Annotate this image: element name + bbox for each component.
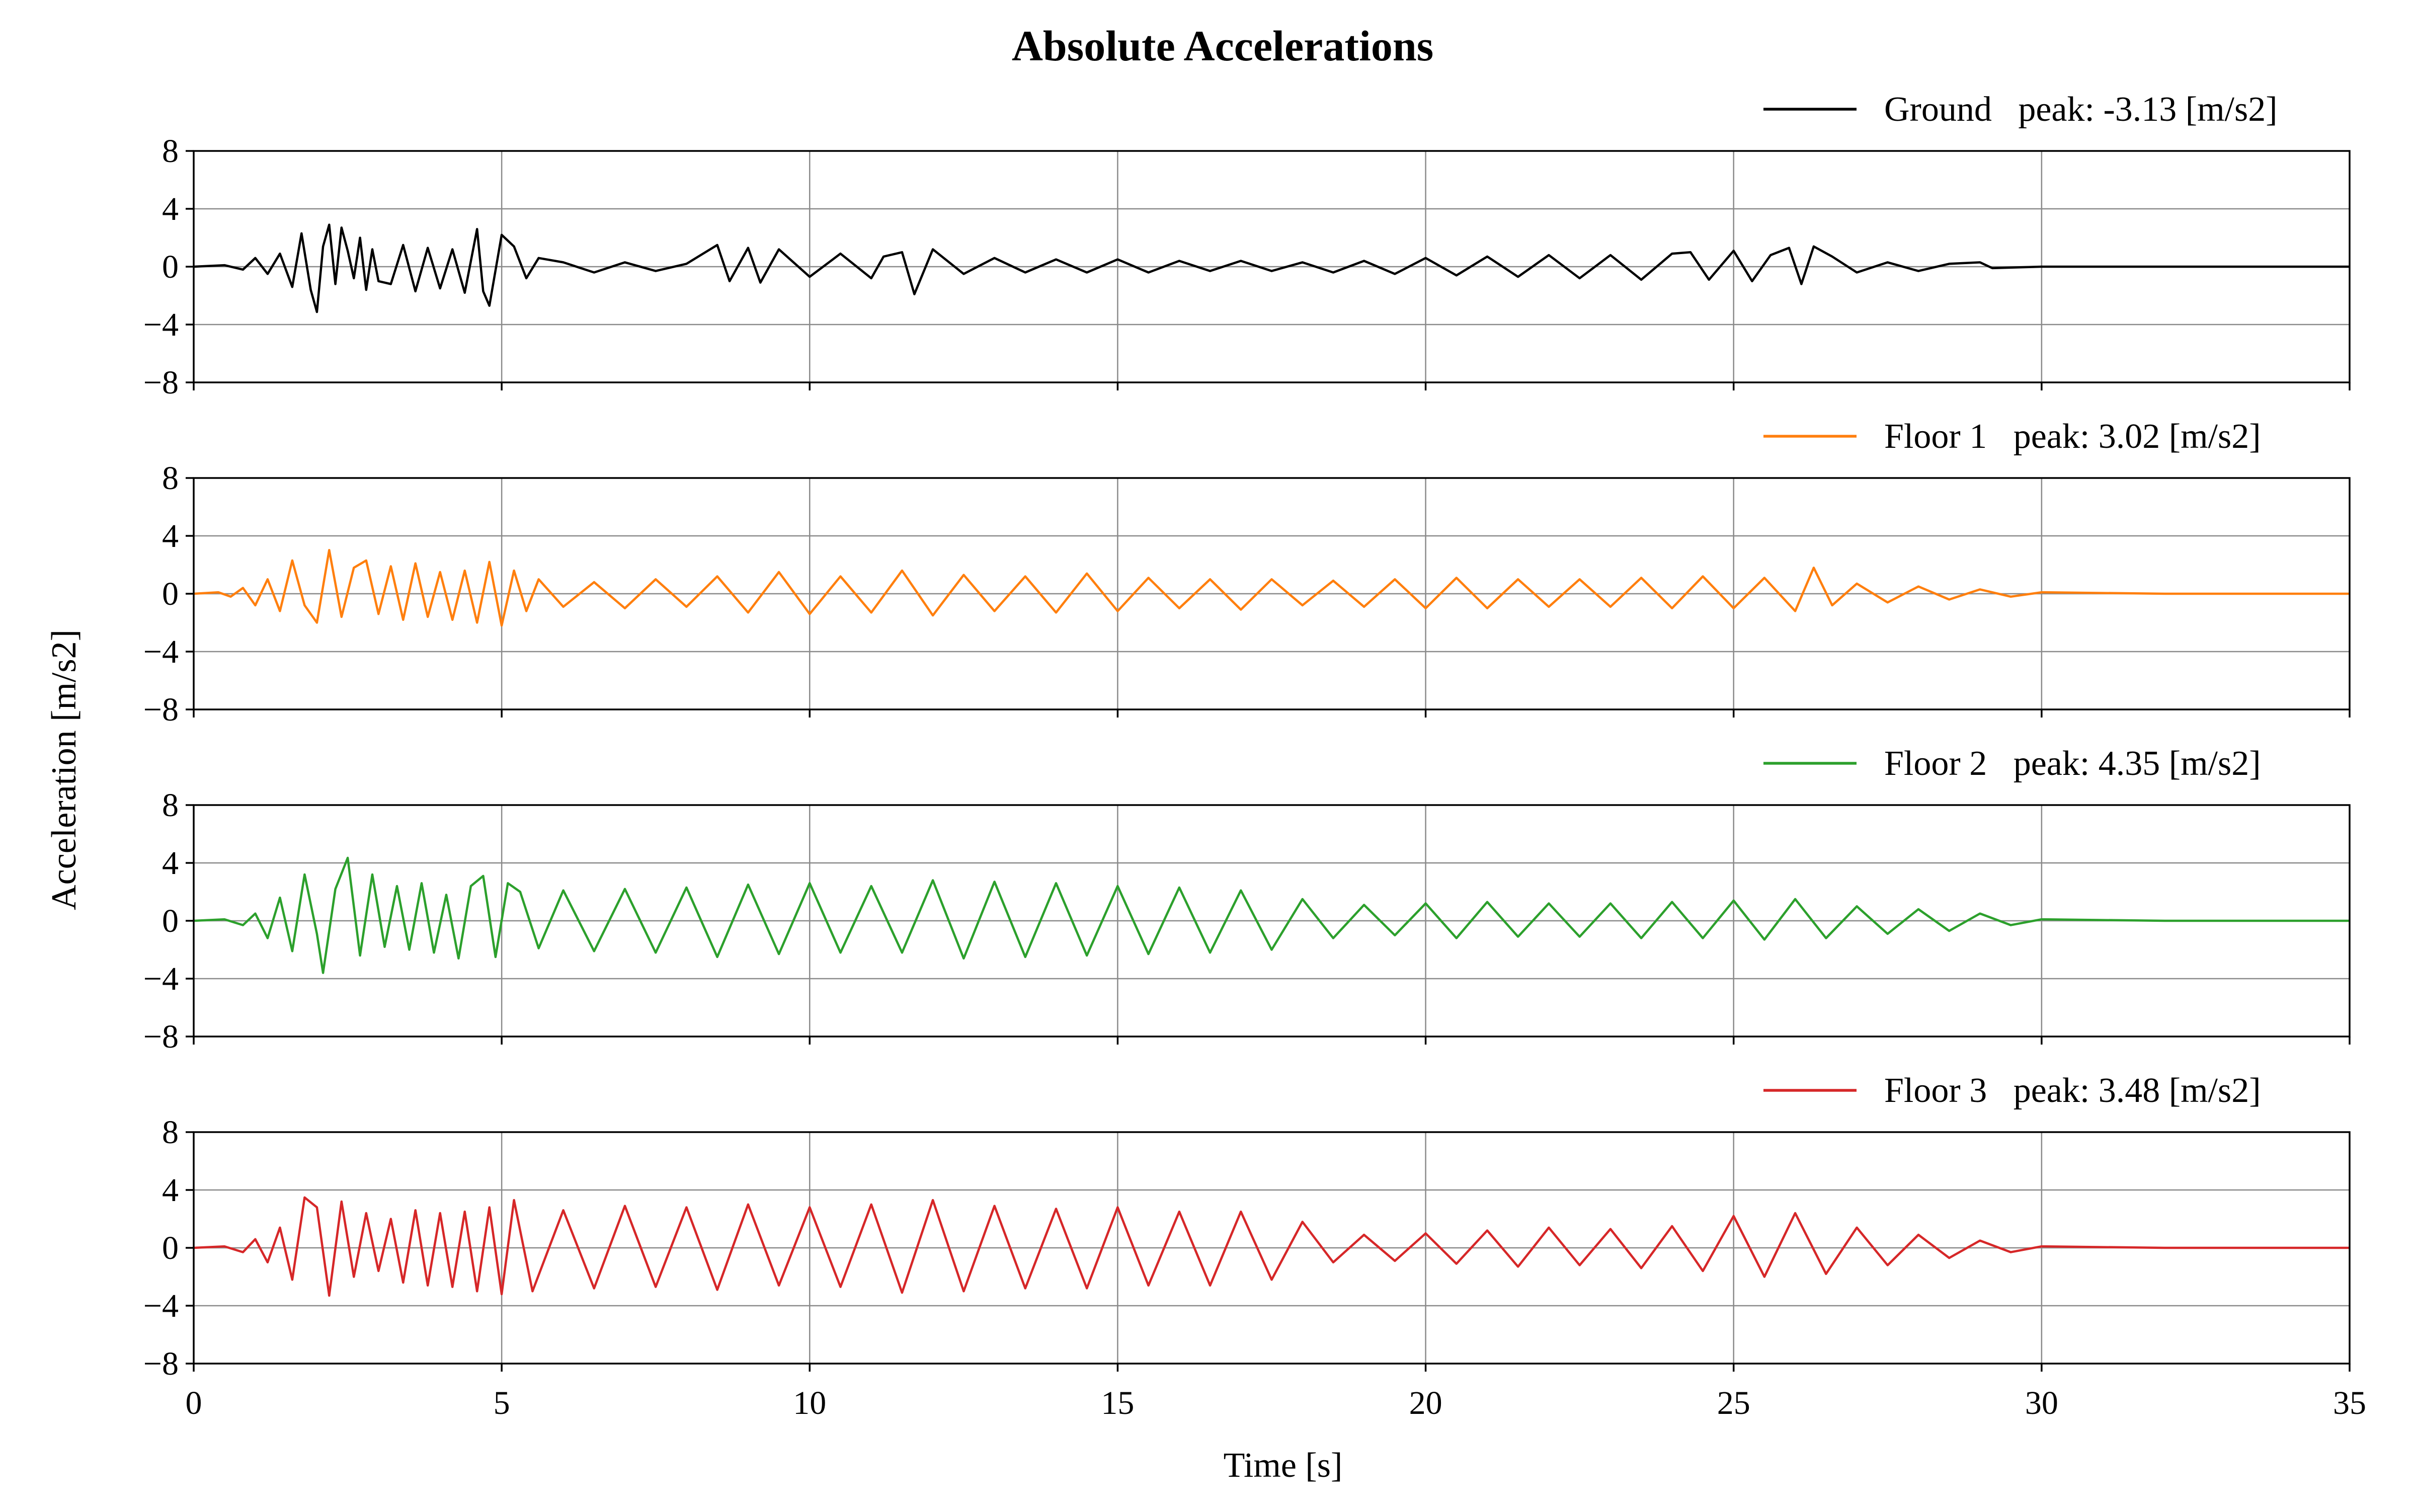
y-tick-label: −8: [143, 1018, 179, 1055]
x-tick-label: 10: [793, 1385, 826, 1421]
y-tick-label: −8: [143, 1345, 179, 1382]
series-line-4: [193, 1196, 2350, 1297]
y-tick-label: 0: [162, 1230, 179, 1266]
y-tick-label: 8: [162, 460, 179, 497]
y-tick-label: −8: [143, 691, 179, 728]
y-tick-label: 0: [162, 576, 179, 612]
series-line-3: [193, 856, 2350, 974]
x-tick-label: 35: [2333, 1385, 2366, 1421]
y-tick-label: 0: [162, 249, 179, 285]
legend-label: Floor 3 peak: 3.48 [m/s2]: [1884, 1071, 2261, 1110]
subplot-2: −8 −4 0 4 8 Floor 1 peak: 3.02 [m/s2]: [143, 417, 2351, 728]
legend-label: Ground peak: -3.13 [m/s2]: [1884, 90, 2278, 129]
x-tick-label: 25: [1717, 1385, 1750, 1421]
y-tick-label: 8: [162, 1114, 179, 1151]
subplot-3: −8 −4 0 4 8 Floor 2 peak: 4.35 [m/s2]: [143, 744, 2351, 1055]
legend-4: Floor 3 peak: 3.48 [m/s2]: [1763, 1071, 2261, 1110]
legend-3: Floor 2 peak: 4.35 [m/s2]: [1763, 744, 2261, 783]
series-line-2: [193, 548, 2350, 627]
subplot-1: −8 −4 0 4 8 Ground peak: -3.13 [m/s2]: [143, 90, 2351, 401]
y-tick-label: 4: [162, 191, 179, 227]
y-tick-label: 4: [162, 518, 179, 554]
chart-title: Absolute Accelerations: [1012, 22, 1433, 70]
y-tick-label: −4: [143, 633, 179, 670]
y-tick-label: 0: [162, 903, 179, 939]
y-tick-label: 4: [162, 845, 179, 882]
y-tick-label: −4: [143, 1288, 179, 1324]
y-axis-label: Acceleration [m/s2]: [45, 629, 84, 910]
x-tick-label: 30: [2025, 1385, 2058, 1421]
x-axis-label: Time [s]: [1224, 1446, 1343, 1485]
legend-label: Floor 1 peak: 3.02 [m/s2]: [1884, 417, 2261, 456]
legend-2: Floor 1 peak: 3.02 [m/s2]: [1763, 417, 2261, 456]
y-tick-label: −4: [143, 306, 179, 343]
series-line-1: [193, 223, 2350, 313]
y-tick-label: 8: [162, 133, 179, 170]
y-tick-label: −8: [143, 364, 179, 401]
y-tick-label: 8: [162, 787, 179, 824]
subplot-4: −8 −4 0 4 8 0 5 10 15 20 25 30 35 Floor 3 peak: 3.48 …: [143, 1071, 2366, 1421]
legend-1: Ground peak: -3.13 [m/s2]: [1763, 90, 2278, 129]
x-tick-label: 15: [1101, 1385, 1134, 1421]
subplot-panels: −8 −4 0 4 8 Ground peak: -3.13 [m/s2] −8 −4 0 4 8 F…: [143, 90, 2366, 1421]
legend-label: Floor 2 peak: 4.35 [m/s2]: [1884, 744, 2261, 783]
x-tick-label: 0: [186, 1385, 202, 1421]
y-tick-label: −4: [143, 961, 179, 997]
x-tick-label: 5: [494, 1385, 510, 1421]
x-tick-label: 20: [1409, 1385, 1442, 1421]
y-tick-label: 4: [162, 1172, 179, 1209]
